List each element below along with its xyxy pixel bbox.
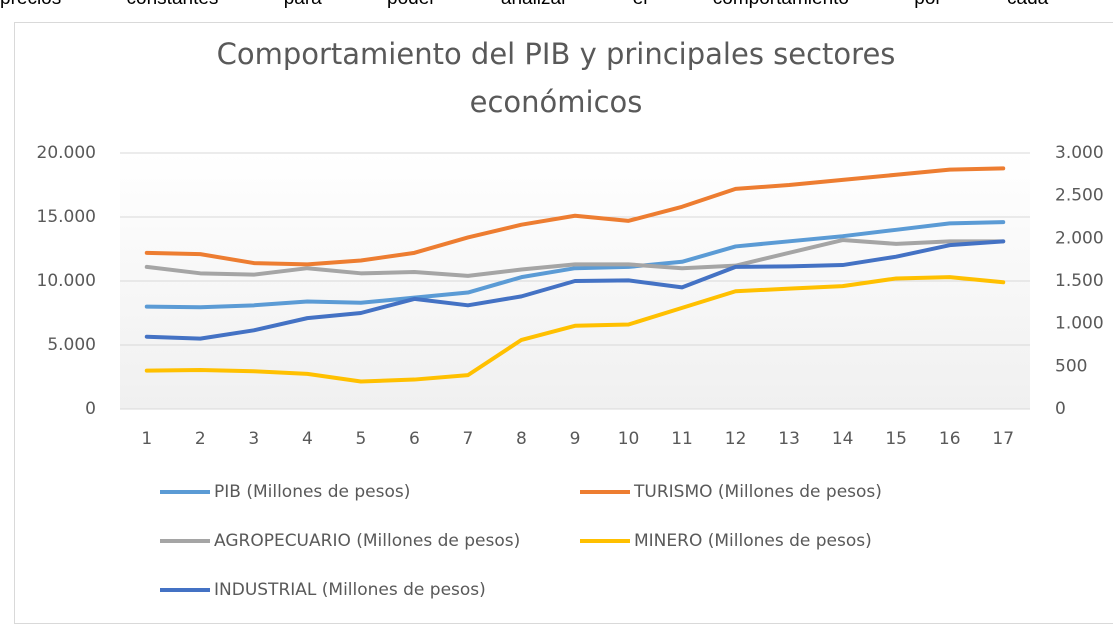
x-tick-label: 7 [463,429,474,449]
x-tick-label: 15 [885,429,907,449]
x-tick-label: 11 [671,429,693,449]
y2-tick-label: 2.500 [1055,186,1104,206]
y-tick-label: 10.000 [37,271,96,291]
x-tick-label: 9 [570,429,581,449]
y2-tick-label: 500 [1055,356,1087,376]
x-tick-label: 12 [725,429,747,449]
y-tick-label: 0 [85,399,96,419]
series-line [144,275,1006,384]
y-tick-label: 20.000 [37,143,96,163]
legend-label: TURISMO (Millones de pesos) [633,482,882,502]
chart: 0 5.000 10.000 15.000 20.000 0 500 1.000 1.500 2.… [37,143,1104,600]
series-line [144,166,1006,267]
x-tick-label: 5 [355,429,366,449]
legend-label: PIB (Millones de pesos) [214,482,410,502]
series-line [144,238,1006,278]
series-line [144,239,1006,341]
legend-label: MINERO (Millones de pesos) [634,531,872,551]
y2-tick-label: 1.500 [1055,271,1104,291]
legend-label: INDUSTRIAL (Millones de pesos) [214,580,486,600]
x-tick-label: 10 [618,429,640,449]
x-tick-label: 1 [141,429,152,449]
legend-label: AGROPECUARIO (Millones de pesos) [214,531,520,551]
y2-tick-label: 0 [1055,399,1066,419]
x-tick-label: 16 [939,429,961,449]
y2-tick-label: 3.000 [1055,143,1104,163]
y2-tick-label: 1.000 [1055,314,1104,334]
x-tick-label: 4 [302,429,313,449]
chart-title: Comportamiento del PIB y principales sec… [216,37,896,119]
y-tick-label: 5.000 [47,335,96,355]
x-tick-label: 2 [195,429,206,449]
x-tick-label: 13 [778,429,800,449]
series-line [144,220,1006,310]
document-text: precios constantes para poder analizar e… [0,0,1113,10]
x-tick-label: 6 [409,429,420,449]
x-tick-label: 3 [248,429,259,449]
y2-tick-label: 2.000 [1055,228,1104,248]
x-tick-label: 14 [832,429,854,449]
x-tick-label: 8 [516,429,527,449]
x-tick-label: 17 [992,429,1014,449]
y-tick-label: 15.000 [37,207,96,227]
